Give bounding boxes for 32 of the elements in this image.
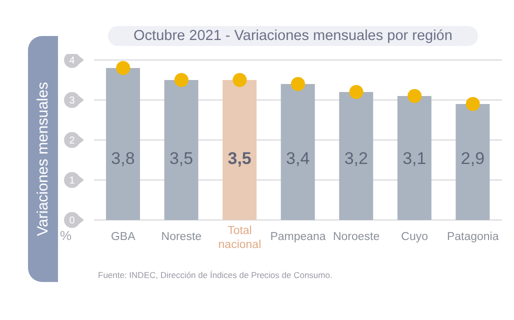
bar (339, 92, 374, 220)
source-note: Fuente: INDEC, Dirección de Índices de Precios de Consumo. (98, 270, 332, 280)
data-label: 2,9 (460, 149, 485, 168)
bar (222, 80, 257, 220)
data-label: 3,4 (286, 149, 310, 168)
x-tick-label: GBA (110, 231, 136, 243)
point (174, 73, 188, 87)
y-axis-title: Variaciones mensuales (34, 82, 52, 236)
point (291, 77, 305, 91)
x-tick-label: Noreste (161, 231, 202, 243)
x-tick-label: Pampeana (270, 231, 326, 243)
point (466, 97, 480, 111)
point (349, 85, 364, 99)
x-tick-label: Cuyo (401, 231, 428, 243)
data-label: 3,5 (228, 149, 252, 168)
bar (106, 68, 140, 220)
data-label: 3,1 (402, 149, 426, 168)
point (232, 73, 247, 87)
bar (164, 80, 198, 220)
bar (456, 104, 490, 220)
chart-title: Octubre 2021 - Variaciones mensuales por región (108, 26, 478, 46)
point (408, 89, 422, 103)
bar (397, 96, 432, 220)
data-label: 3,5 (169, 149, 194, 168)
bar (280, 84, 315, 220)
data-label: 3,8 (111, 149, 135, 168)
x-tick-label: Patagonia (446, 231, 500, 243)
point (116, 61, 130, 75)
x-tick-label: Noroeste (332, 231, 380, 243)
x-tick-label: Total nacional (218, 225, 262, 251)
text: % (60, 228, 72, 243)
data-label: 3,2 (344, 149, 368, 168)
